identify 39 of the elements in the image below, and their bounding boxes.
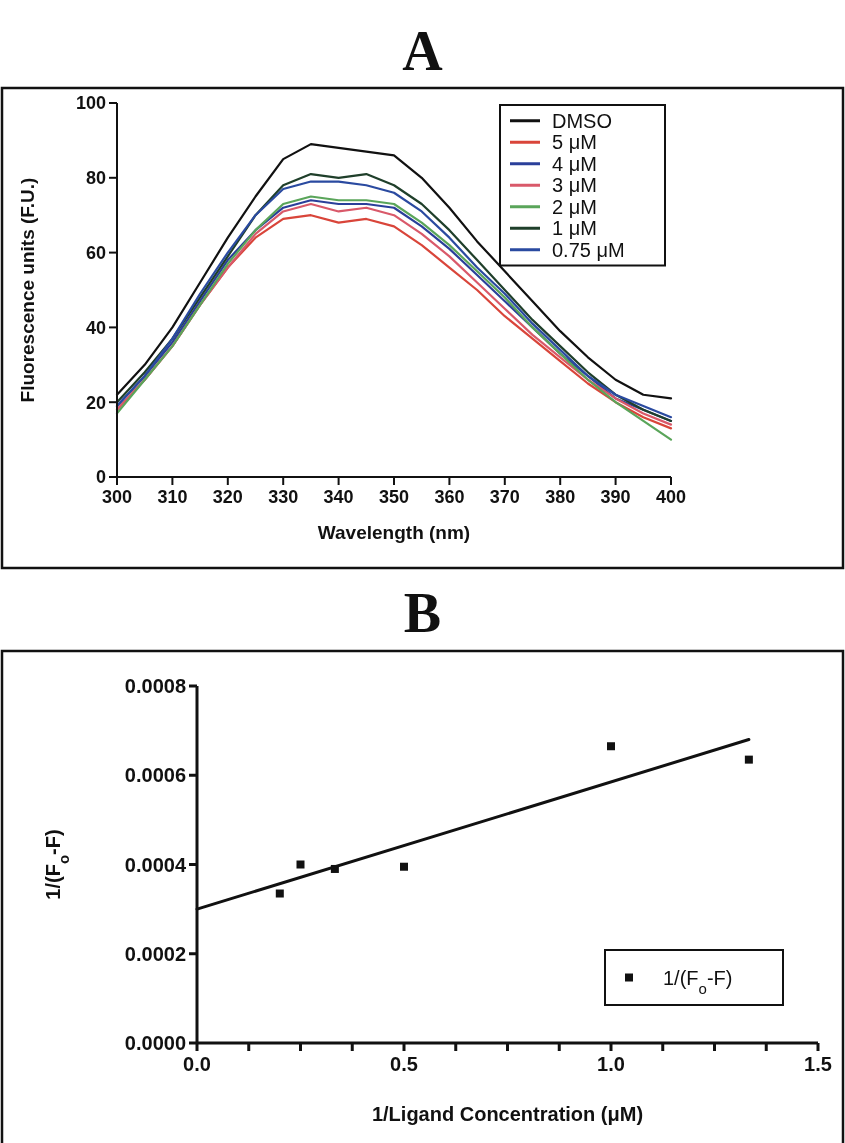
y-tick-label: 60 <box>85 242 106 263</box>
x-tick-label: 320 <box>212 487 243 508</box>
x-tick-label: 400 <box>655 487 687 508</box>
chart-title: A <box>402 20 444 82</box>
legend-label: 1 μM <box>552 217 597 240</box>
legend-label: 5 μM <box>552 131 597 154</box>
y-tick-label: 100 <box>75 93 106 114</box>
legend-label: 0.75 μM <box>552 238 625 261</box>
x-axis-title: 1/Ligand Concentration (μM) <box>371 1103 644 1125</box>
y-tick-label: 0.0000 <box>124 1032 186 1054</box>
x-tick-label: 310 <box>157 487 188 508</box>
x-tick-label: 330 <box>268 487 299 508</box>
x-axis-title: Wavelength (nm) <box>317 522 471 543</box>
x-tick-label: 340 <box>323 487 354 508</box>
legend-label: 1/(F$_{o}$-F) <box>663 966 733 996</box>
legend-label: 3 μM <box>552 174 597 197</box>
x-tick-label: 300 <box>101 487 133 508</box>
legend-label: DMSO <box>552 109 612 132</box>
chart-title: B <box>403 582 442 644</box>
y-tick-label: 0.0006 <box>124 764 186 787</box>
x-tick-label: 0.5 <box>390 1053 418 1075</box>
y-tick-label: 80 <box>85 168 106 189</box>
y-tick-label: 20 <box>85 392 106 413</box>
x-tick-label: 380 <box>545 487 576 508</box>
x-tick-label: 1.0 <box>597 1053 625 1075</box>
x-tick-label: 360 <box>434 487 465 508</box>
x-tick-label: 0.0 <box>183 1053 211 1075</box>
y-tick-label: 0.0002 <box>124 942 186 965</box>
x-tick-label: 390 <box>600 487 631 508</box>
y-tick-label: 0 <box>95 467 106 488</box>
y-tick-label: 0.0004 <box>124 853 187 876</box>
y-tick-label: 40 <box>85 317 106 338</box>
legend-label: 2 μM <box>552 195 597 218</box>
y-axis-title: Fluorescence units (F.U.) <box>17 177 38 403</box>
legend-label: 4 μM <box>552 152 597 175</box>
y-tick-label: 0.0008 <box>124 675 186 697</box>
x-tick-label: 370 <box>489 487 520 508</box>
x-tick-label: 350 <box>378 487 410 508</box>
x-tick-label: 1.5 <box>804 1053 832 1075</box>
